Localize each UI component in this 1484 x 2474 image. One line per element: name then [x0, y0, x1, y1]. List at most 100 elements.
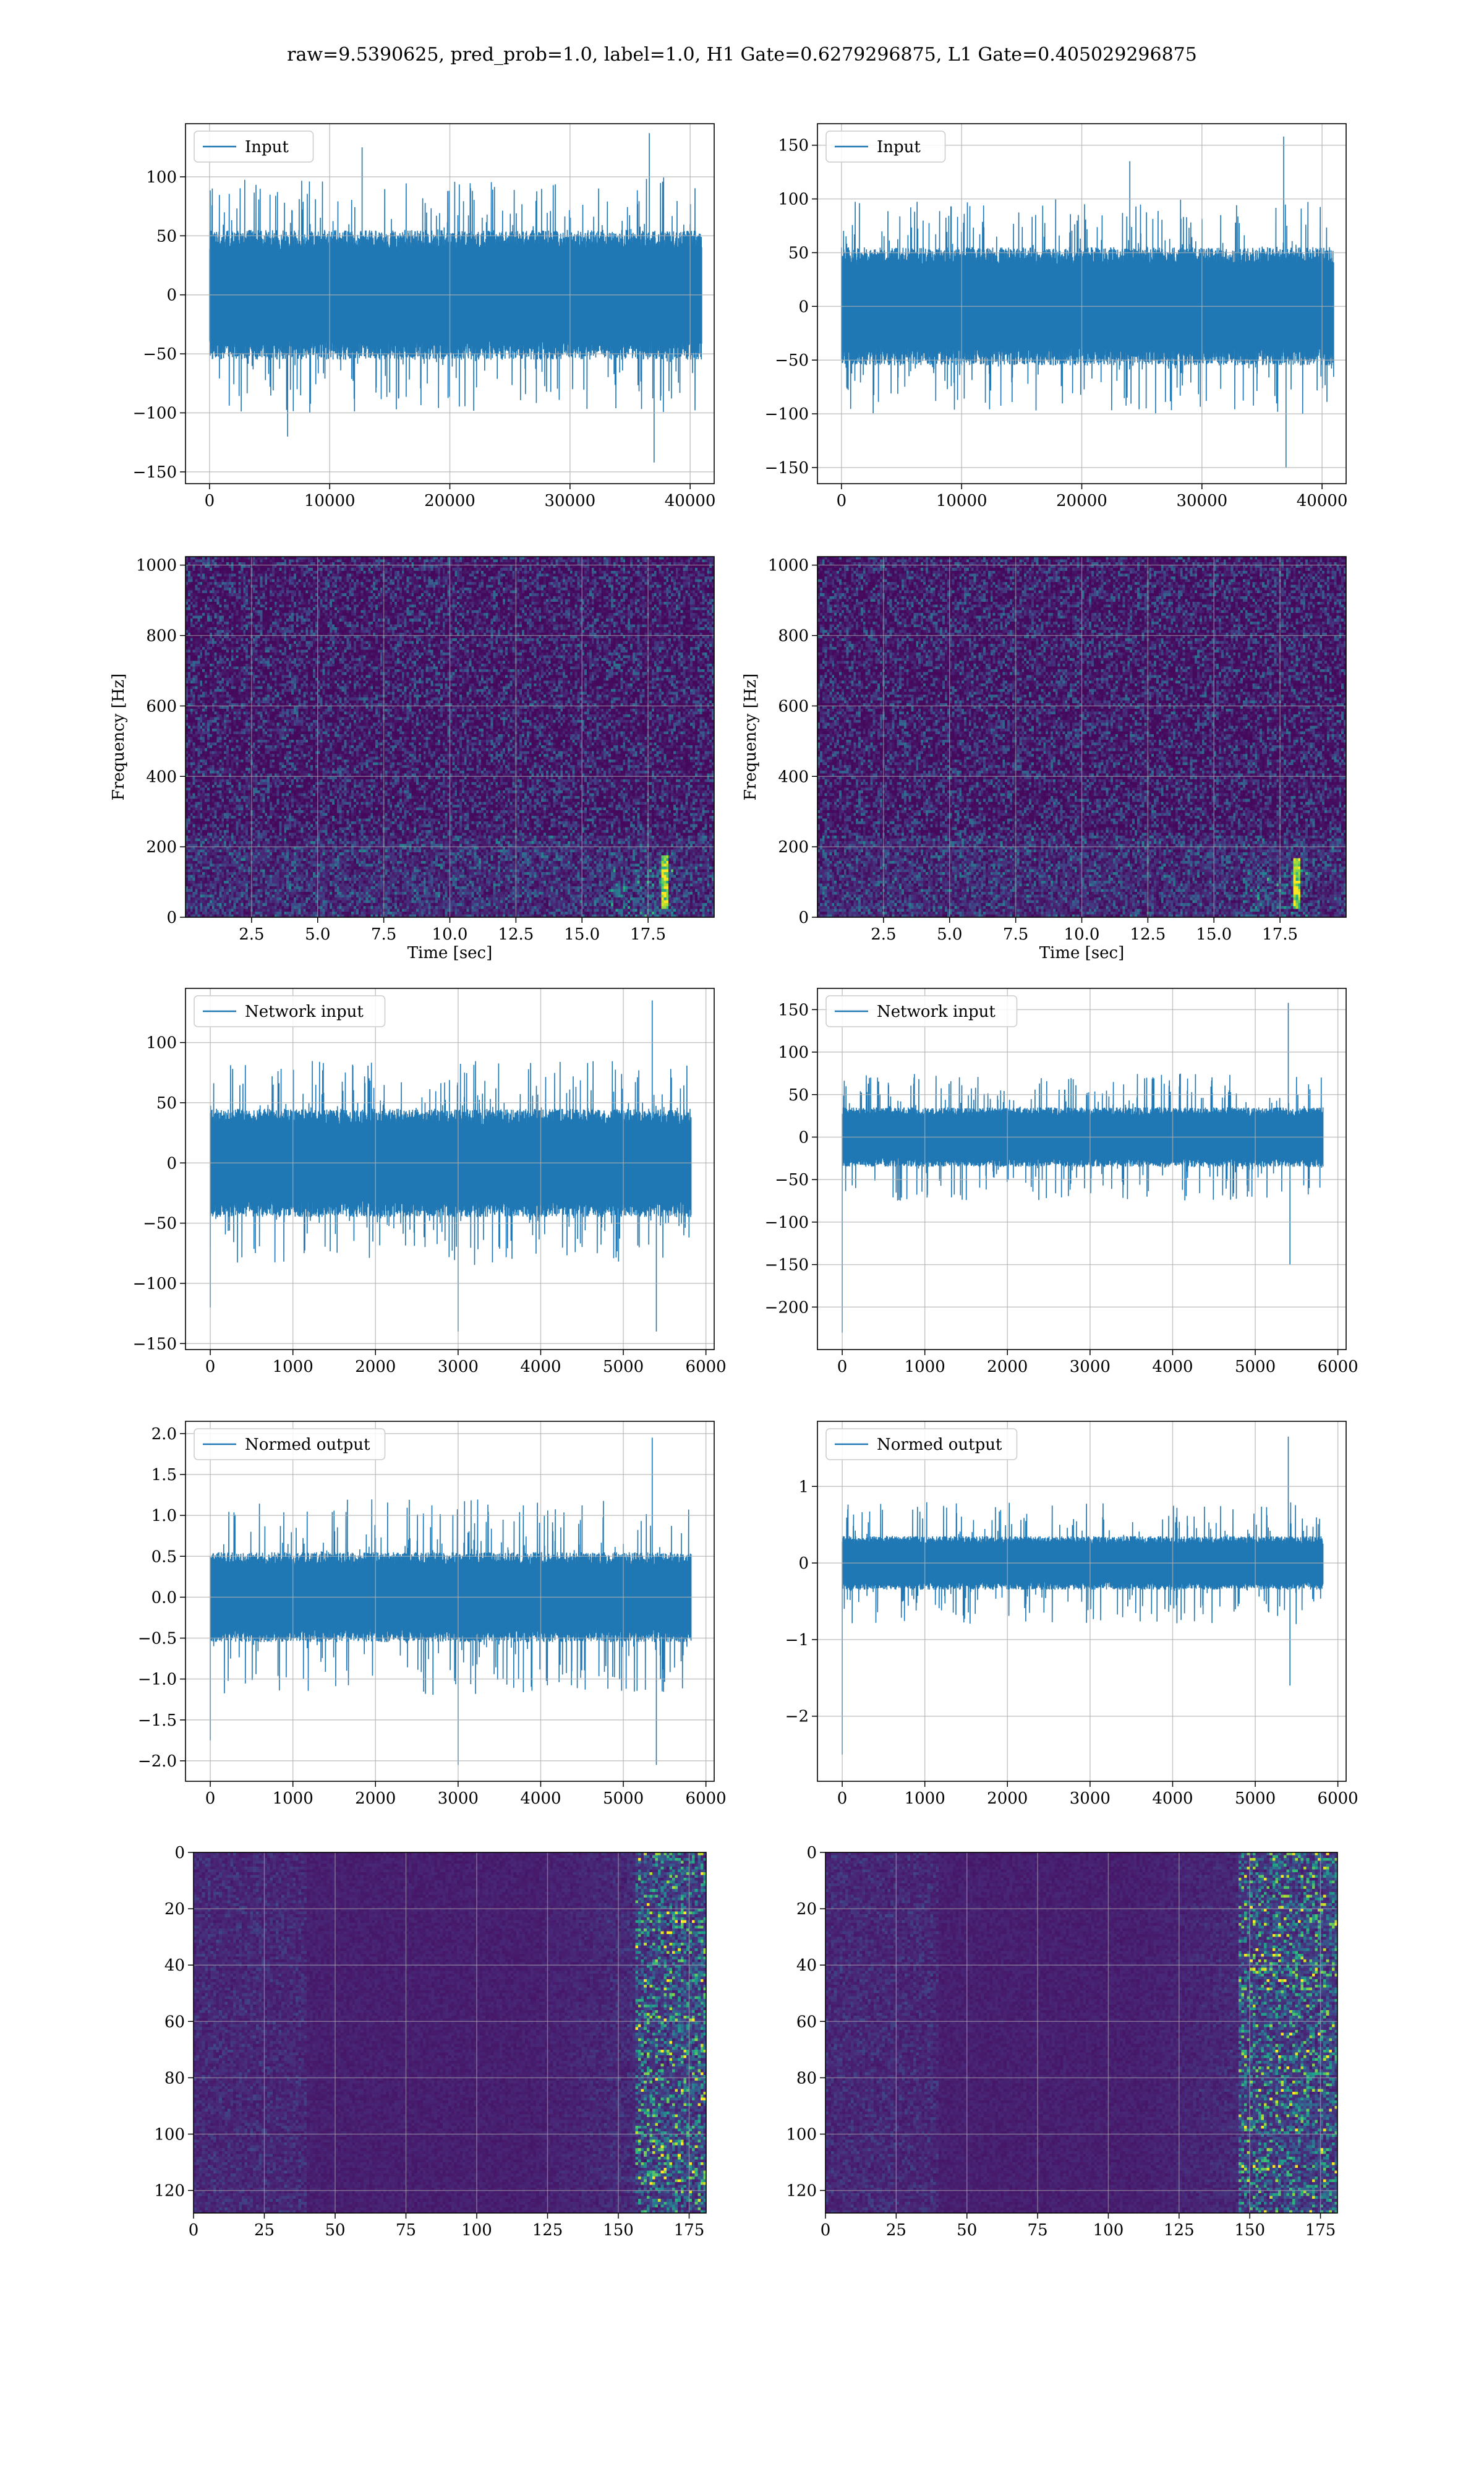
ytick-label-r1c2-5: 100	[778, 190, 809, 209]
ytick-label-r2c1-5: 1000	[136, 557, 177, 575]
ytick-label-r4c1-1: −1.5	[138, 1711, 177, 1730]
ytick-label-r1c2-4: 50	[788, 244, 809, 262]
ytick-label-r5c1-4: 80	[164, 2069, 185, 2087]
figure-suptitle: raw=9.5390625, pred_prob=1.0, label=1.0,…	[287, 44, 1197, 66]
ytick-label-r1c1-4: 50	[156, 227, 177, 246]
xtick-label-r5c2-1: 25	[886, 2221, 906, 2240]
ytick-label-r2c1-3: 600	[146, 697, 177, 716]
ytick-label-r2c2-4: 800	[778, 627, 809, 646]
ytick-label-r4c2-2: 0	[798, 1554, 809, 1573]
ytick-label-r4c1-7: 1.5	[151, 1466, 177, 1484]
xtick-label-r5c1-1: 25	[254, 2221, 275, 2240]
ytick-label-r1c1-1: −100	[133, 404, 177, 423]
panel-r5c1: 0 25 50 75 100 125 150 175 0 20 40 60 80 100 120	[154, 1844, 707, 2240]
legend-r3c1: Network input	[194, 995, 386, 1027]
xtick-label-r1c1-4: 40000	[665, 492, 716, 510]
ytick-label-r3c2-5: 50	[788, 1086, 809, 1105]
xtick-label-r5c2-5: 125	[1164, 2221, 1195, 2240]
ytick-label-r1c1-0: −150	[133, 463, 177, 482]
panel-r1c1: 0 10000 20000 30000 40000 −150 −100 −50 0 50 100 In…	[133, 123, 716, 510]
series-line-r1c2	[841, 136, 1334, 468]
ytick-label-r3c1-5: 100	[146, 1034, 177, 1053]
ytick-label-r2c1-4: 800	[146, 627, 177, 646]
ytick-label-r3c1-0: −150	[133, 1335, 177, 1353]
xtick-label-r3c2-2: 2000	[987, 1358, 1028, 1376]
ytick-label-r4c2-3: 1	[798, 1478, 809, 1496]
xtick-label-r1c2-2: 20000	[1056, 492, 1107, 510]
ytick-label-r3c1-3: 0	[166, 1154, 177, 1173]
xtick-label-r4c2-6: 6000	[1318, 1789, 1358, 1808]
axes-frame-r3c2	[817, 988, 1347, 1350]
legend-box-r1c1	[194, 131, 314, 163]
legend-label-r1c1: Input	[245, 138, 289, 156]
heatmap-raster-r5c1	[194, 1852, 706, 2213]
ytick-label-r3c1-2: −50	[143, 1215, 177, 1233]
xtick-label-r3c1-1: 1000	[273, 1358, 313, 1376]
ytick-label-r5c2-2: 40	[796, 1956, 817, 1975]
axes-frame-r5c1	[193, 1852, 707, 2214]
xtick-label-r2c1-5: 15.0	[564, 925, 600, 944]
xtick-label-r1c1-1: 10000	[304, 492, 356, 510]
xtick-label-r2c1-4: 12.5	[498, 925, 534, 944]
ytick-label-r1c2-3: 0	[798, 297, 809, 316]
xtick-label-r5c1-7: 175	[674, 2221, 705, 2240]
panel-r1c2: 0 10000 20000 30000 40000 −150 −100 −50 0 50 100 15…	[765, 123, 1347, 510]
axes-frame-r3c1	[185, 988, 715, 1350]
legend-r3c2: Network input	[825, 995, 1018, 1027]
ytick-label-r3c2-3: −50	[775, 1171, 809, 1189]
axes-frame-r5c2	[825, 1852, 1338, 2214]
ytick-label-r3c2-1: −150	[765, 1256, 809, 1275]
ytick-label-r2c2-0: 0	[798, 909, 809, 927]
xtick-label-r3c1-2: 2000	[355, 1358, 396, 1376]
ytick-label-r3c1-4: 50	[156, 1094, 177, 1113]
xtick-label-r2c1-2: 7.5	[371, 925, 396, 944]
legend-r1c2: Input	[825, 131, 946, 163]
legend-label-r3c1: Network input	[245, 1003, 364, 1021]
ytick-label-r5c2-0: 0	[806, 1844, 817, 1862]
xtick-label-r2c2-0: 2.5	[871, 925, 896, 944]
xtick-label-r2c2-1: 5.0	[937, 925, 962, 944]
panel-r3c2: 0 1000 2000 3000 4000 5000 6000−200−150−100−50…	[765, 988, 1358, 1376]
legend-r4c2: Normed output	[825, 1428, 1018, 1460]
ytick-label-r5c2-6: 120	[786, 2182, 817, 2201]
xtick-label-r4c1-4: 4000	[520, 1789, 561, 1808]
panel-r2c1: 2.5 5.0 7.5 10.0 12.5 15.0 17.5 0 200 400 600 800 10…	[109, 556, 715, 962]
xtick-label-r5c2-6: 150	[1234, 2221, 1265, 2240]
xtick-label-r3c1-5: 5000	[603, 1358, 644, 1376]
ytick-label-r2c1-2: 400	[146, 768, 177, 786]
ytick-label-r3c1-1: −100	[133, 1275, 177, 1293]
xtick-label-r2c1-1: 5.0	[305, 925, 330, 944]
legend-label-r4c1: Normed output	[245, 1436, 370, 1454]
ytick-label-r4c2-1: −1	[785, 1631, 809, 1650]
xtick-label-r2c2-5: 15.0	[1196, 925, 1232, 944]
ytick-label-r3c2-0: −200	[765, 1298, 809, 1317]
legend-box-r3c2	[825, 995, 1018, 1027]
ytick-label-r5c1-2: 40	[164, 1956, 185, 1975]
ytick-label-r3c2-7: 150	[778, 1001, 809, 1019]
ytick-label-r1c2-1: −100	[765, 405, 809, 424]
xtick-label-r2c2-6: 17.5	[1262, 925, 1298, 944]
ytick-label-r2c2-1: 200	[778, 838, 809, 857]
ytick-label-r2c1-1: 200	[146, 838, 177, 857]
xtick-label-r4c1-5: 5000	[603, 1789, 644, 1808]
ytick-label-r4c1-6: 1.0	[151, 1507, 177, 1525]
xtick-label-r1c2-0: 0	[837, 492, 847, 510]
xtick-label-r4c2-4: 4000	[1152, 1789, 1193, 1808]
ytick-label-r2c1-0: 0	[166, 909, 177, 927]
panel-r4c1: 0 1000 2000 3000 4000 5000 6000 −2.0 −1.5 −1.0 −0.…	[138, 1421, 727, 1808]
xtick-label-r4c2-2: 2000	[987, 1789, 1028, 1808]
ytick-label-r2c2-5: 1000	[768, 557, 809, 575]
ytick-label-r3c2-2: −100	[765, 1213, 809, 1232]
xtick-label-r4c2-0: 0	[837, 1789, 848, 1808]
xtick-label-r5c1-6: 150	[603, 2221, 634, 2240]
xtick-label-r3c2-4: 4000	[1152, 1358, 1193, 1376]
xtick-label-r2c1-6: 17.5	[630, 925, 666, 944]
xtick-label-r5c1-5: 125	[532, 2221, 563, 2240]
xtick-label-r2c2-4: 12.5	[1130, 925, 1166, 944]
ytick-label-r5c2-4: 80	[796, 2069, 817, 2087]
series-line-r3c1	[210, 1000, 692, 1332]
legend-box-r1c2	[825, 131, 946, 163]
xlabel-r2c2: Time [sec]	[1039, 944, 1125, 962]
xtick-label-r5c2-0: 0	[821, 2221, 831, 2240]
xtick-label-r4c2-1: 1000	[905, 1789, 945, 1808]
